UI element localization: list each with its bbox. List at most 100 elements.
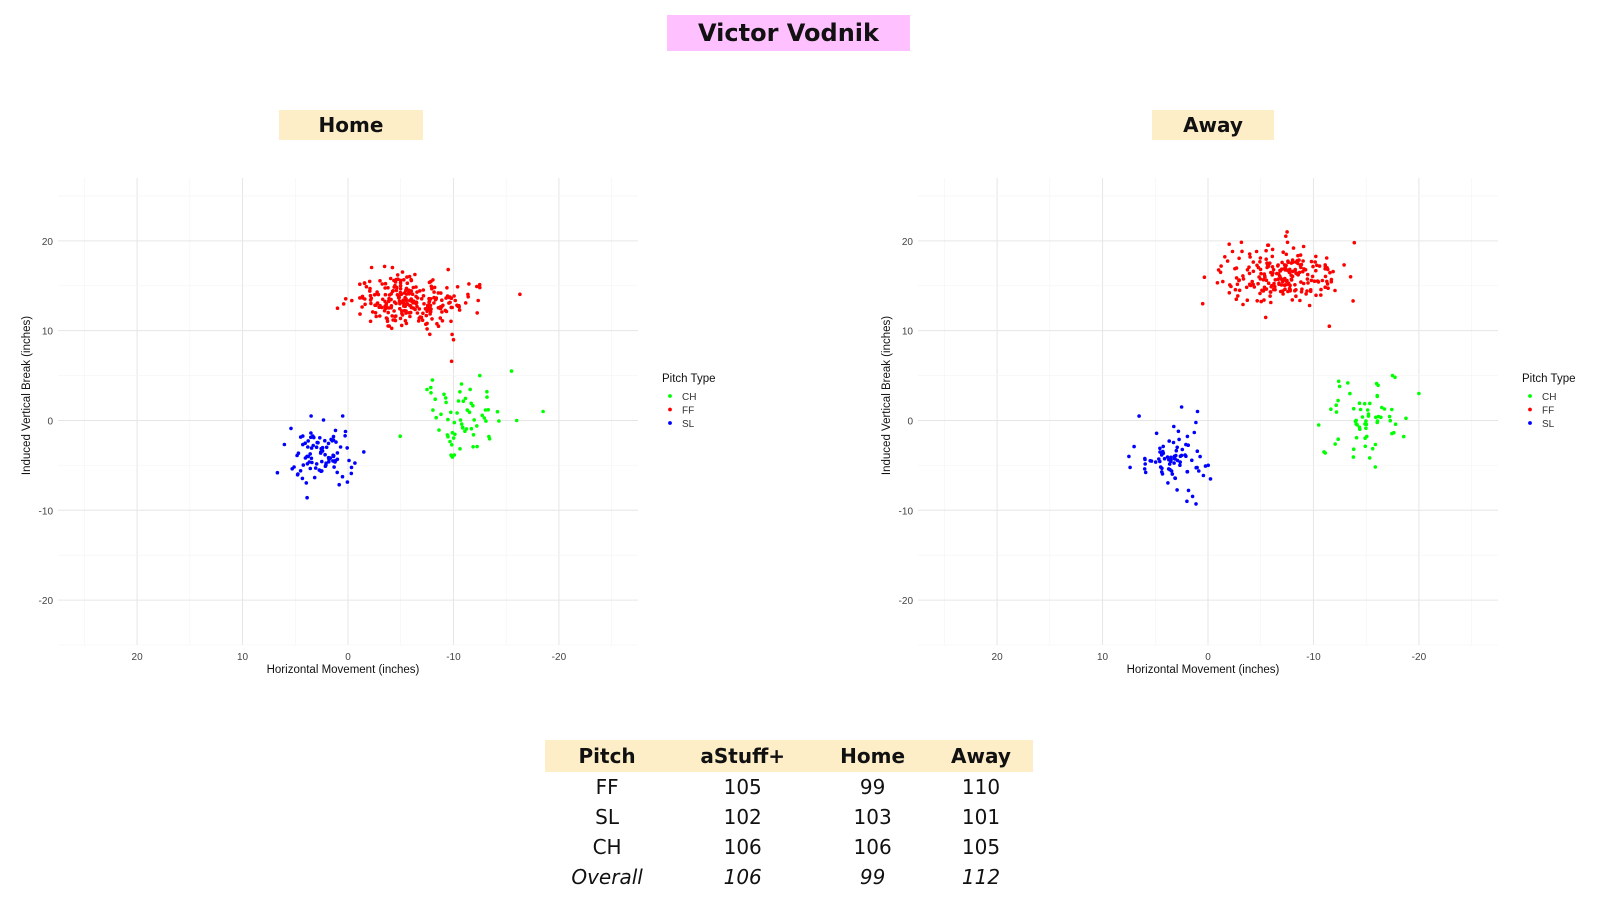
scatter-point bbox=[1174, 448, 1179, 453]
scatter-point bbox=[429, 284, 434, 289]
scatter-point bbox=[463, 301, 468, 305]
scatter-point bbox=[455, 285, 460, 289]
scatter-point bbox=[1290, 274, 1295, 279]
scatter-point bbox=[457, 308, 462, 312]
scatter-point bbox=[1255, 299, 1259, 303]
scatter-point bbox=[1358, 407, 1363, 412]
scatter-point bbox=[1197, 469, 1201, 473]
scatter-point bbox=[1348, 391, 1352, 396]
x-axis-label: Horizontal Movement (inches) bbox=[267, 664, 420, 676]
scatter-point bbox=[1265, 265, 1269, 270]
scatter-point bbox=[1290, 269, 1295, 274]
x-tick-label: 0 bbox=[1205, 652, 1211, 663]
scatter-point bbox=[497, 419, 501, 423]
scatter-point bbox=[1351, 299, 1355, 303]
scatter-point bbox=[1148, 459, 1152, 463]
scatter-point bbox=[1305, 289, 1309, 293]
scatter-point bbox=[452, 294, 456, 298]
scatter-point bbox=[1309, 259, 1314, 264]
scatter-point bbox=[390, 314, 395, 318]
scatter-point bbox=[450, 443, 454, 447]
scatter-point bbox=[1351, 455, 1356, 459]
scatter-point bbox=[308, 452, 313, 456]
scatter-point bbox=[398, 434, 403, 439]
scatter-point bbox=[1261, 278, 1266, 282]
scatter-point bbox=[378, 303, 382, 308]
scatter-point bbox=[1170, 472, 1175, 476]
scatter-point bbox=[417, 307, 422, 311]
scatter-point bbox=[1273, 287, 1277, 292]
scatter-point bbox=[1365, 408, 1370, 412]
scatter-point bbox=[1373, 465, 1378, 469]
scatter-point bbox=[309, 431, 313, 435]
scatter-point bbox=[386, 286, 390, 290]
pitch-cell: CH bbox=[592, 835, 622, 859]
pitch-cell: Overall bbox=[571, 865, 643, 889]
scatter-point bbox=[331, 453, 336, 458]
scatter-point bbox=[441, 303, 445, 308]
scatter-point bbox=[1294, 288, 1298, 292]
scatter-point bbox=[1298, 253, 1303, 257]
scatter-point bbox=[1247, 252, 1252, 256]
scatter-point bbox=[476, 298, 481, 303]
scatter-point bbox=[1254, 249, 1259, 254]
scatter-point bbox=[358, 282, 362, 286]
scatter-point bbox=[461, 399, 466, 403]
stuff-table: Pitch aStuff+ Home Away FF 105 99 110 SL… bbox=[545, 740, 1033, 892]
y-tick-label: 20 bbox=[902, 237, 914, 248]
scatter-point bbox=[464, 427, 469, 431]
scatter-point bbox=[1233, 266, 1237, 271]
scatter-point bbox=[415, 311, 420, 315]
scatter-point bbox=[1390, 373, 1395, 378]
scatter-point bbox=[451, 436, 456, 440]
scatter-point bbox=[347, 458, 351, 463]
scatter-point bbox=[400, 270, 405, 274]
scatter-point bbox=[360, 305, 364, 309]
scatter-point bbox=[301, 463, 306, 467]
scatter-point bbox=[1306, 281, 1310, 285]
scatter-point bbox=[444, 309, 449, 314]
scatter-point bbox=[1208, 477, 1213, 481]
legend-entry: FF bbox=[682, 406, 694, 417]
scatter-point bbox=[446, 434, 450, 439]
scatter-point bbox=[1364, 426, 1368, 431]
scatter-point bbox=[1360, 415, 1365, 419]
scatter-point bbox=[1336, 398, 1340, 403]
scatter-point bbox=[1158, 459, 1162, 464]
legend-title: Pitch Type bbox=[662, 373, 716, 385]
scatter-point bbox=[449, 319, 453, 324]
scatter-point bbox=[358, 296, 362, 300]
scatter-point bbox=[335, 470, 340, 475]
home-cell: 103 bbox=[853, 805, 892, 829]
legend-swatch bbox=[1528, 407, 1532, 412]
scatter-point bbox=[1172, 456, 1176, 461]
scatter-point bbox=[541, 409, 545, 414]
scatter-point bbox=[1256, 265, 1261, 270]
scatter-point bbox=[305, 462, 310, 466]
scatter-point bbox=[369, 265, 374, 270]
scatter-point bbox=[392, 285, 397, 289]
scatter-point bbox=[402, 302, 406, 307]
scatter-point bbox=[415, 296, 420, 300]
scatter-point bbox=[1169, 455, 1173, 460]
scatter-point bbox=[320, 459, 324, 464]
y-tick-label: 0 bbox=[907, 416, 913, 427]
home-scatter-chart: 20 10 0 -10 -20 20 10 0 -10 -20 Horizontal Movemen… bbox=[21, 178, 716, 676]
scatter-point bbox=[446, 417, 450, 422]
scatter-point bbox=[437, 428, 441, 432]
scatter-point bbox=[1166, 467, 1171, 471]
x-tick-label: 10 bbox=[1097, 652, 1109, 663]
scatter-point bbox=[364, 284, 369, 289]
x-axis-label: Horizontal Movement (inches) bbox=[1127, 664, 1280, 676]
series-sl bbox=[1127, 405, 1213, 506]
scatter-point bbox=[1259, 271, 1263, 276]
scatter-point bbox=[378, 279, 382, 283]
scatter-point bbox=[1258, 260, 1262, 264]
scatter-point bbox=[422, 302, 426, 306]
scatter-point bbox=[440, 319, 445, 323]
scatter-point bbox=[1301, 281, 1306, 286]
scatter-point bbox=[414, 301, 418, 306]
table-row: FF 105 99 110 bbox=[545, 772, 1033, 802]
table-row: CH 106 106 105 bbox=[545, 832, 1033, 862]
scatter-point bbox=[353, 461, 357, 465]
